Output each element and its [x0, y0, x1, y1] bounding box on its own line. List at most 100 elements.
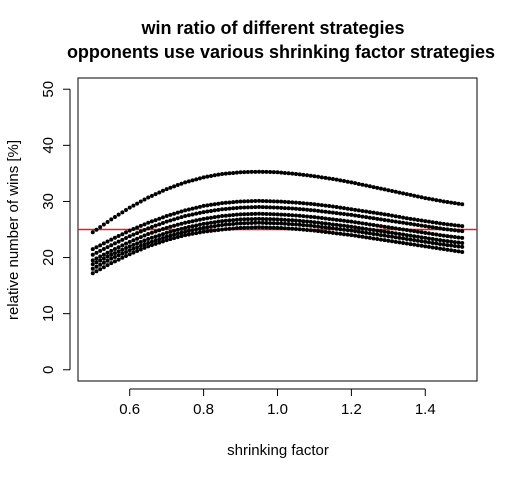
- data-point: [197, 217, 202, 222]
- data-point: [168, 237, 173, 242]
- data-point: [342, 212, 346, 217]
- data-point: [430, 231, 435, 236]
- data-point: [271, 221, 276, 226]
- data-point: [175, 183, 180, 188]
- data-point: [116, 239, 121, 244]
- data-point: [408, 192, 413, 197]
- data-point: [105, 258, 110, 263]
- data-point: [197, 204, 202, 209]
- data-point: [364, 235, 369, 240]
- data-point: [386, 212, 391, 217]
- data-point: [297, 222, 302, 227]
- data-point: [190, 224, 195, 229]
- data-point: [353, 181, 358, 186]
- data-point: [338, 178, 343, 183]
- data-point: [401, 227, 406, 232]
- data-point: [216, 214, 221, 219]
- data-point: [293, 218, 298, 223]
- data-point: [94, 245, 99, 250]
- data-point: [456, 244, 461, 249]
- data-point: [257, 169, 262, 174]
- data-point: [223, 171, 228, 176]
- data-point: [90, 262, 95, 267]
- data-point: [349, 212, 354, 217]
- data-point: [393, 239, 398, 244]
- data-point: [149, 243, 154, 248]
- data-point: [334, 205, 339, 210]
- data-point: [378, 211, 383, 216]
- data-point: [353, 207, 358, 212]
- data-point: [434, 246, 439, 251]
- data-point: [264, 199, 269, 204]
- data-point: [253, 169, 258, 174]
- data-point: [172, 223, 177, 228]
- data-point: [367, 222, 372, 227]
- data-point: [131, 242, 136, 247]
- data-point: [316, 202, 321, 207]
- data-point: [371, 231, 376, 236]
- data-point: [327, 210, 332, 215]
- data-point: [190, 206, 195, 211]
- data-point: [412, 193, 417, 198]
- data-point: [116, 249, 121, 254]
- data-point: [120, 247, 125, 252]
- data-point: [382, 229, 387, 234]
- y-tick-label: 10: [40, 305, 57, 322]
- data-point: [275, 217, 280, 222]
- data-point: [452, 248, 457, 253]
- data-point: [390, 189, 395, 194]
- data-point: [238, 212, 243, 217]
- data-point: [260, 169, 265, 174]
- data-point: [168, 212, 173, 217]
- data-point: [153, 234, 158, 239]
- data-point: [279, 205, 284, 210]
- data-point: [393, 226, 398, 231]
- data-point: [124, 249, 129, 254]
- data-point: [94, 264, 99, 269]
- data-point: [353, 233, 358, 238]
- data-point: [205, 225, 210, 230]
- data-point: [153, 223, 158, 228]
- data-point: [94, 260, 99, 265]
- data-point: [124, 241, 129, 246]
- data-point: [382, 224, 387, 229]
- data-point: [271, 205, 276, 210]
- data-point: [330, 210, 335, 215]
- data-point: [197, 210, 202, 215]
- data-point: [223, 200, 228, 205]
- data-point: [238, 225, 243, 230]
- data-point: [282, 199, 287, 204]
- data-point: [212, 224, 217, 229]
- data-point: [127, 244, 132, 249]
- data-point: [297, 227, 302, 232]
- data-point: [316, 224, 321, 229]
- data-point: [279, 221, 284, 226]
- data-point: [293, 171, 298, 176]
- data-point: [434, 220, 439, 225]
- data-point: [101, 241, 106, 246]
- data-point: [456, 235, 461, 240]
- data-point: [172, 228, 177, 233]
- data-point: [356, 214, 361, 219]
- data-point: [260, 205, 265, 210]
- y-tick-label: 0: [40, 366, 57, 374]
- data-point: [382, 217, 387, 222]
- data-point: [135, 241, 140, 246]
- data-point: [209, 202, 213, 207]
- data-point: [397, 190, 402, 195]
- data-point: [404, 216, 409, 221]
- data-point: [105, 245, 110, 250]
- data-point: [308, 201, 313, 206]
- data-point: [456, 249, 461, 254]
- data-point: [386, 238, 391, 243]
- data-point: [138, 229, 143, 234]
- data-point: [157, 237, 162, 242]
- data-point: [449, 227, 454, 232]
- data-point: [426, 219, 431, 224]
- data-point: [212, 220, 217, 225]
- data-point: [153, 241, 158, 246]
- data-point: [338, 218, 343, 223]
- data-point: [197, 230, 202, 235]
- data-point: [412, 217, 417, 222]
- data-point: [290, 218, 295, 223]
